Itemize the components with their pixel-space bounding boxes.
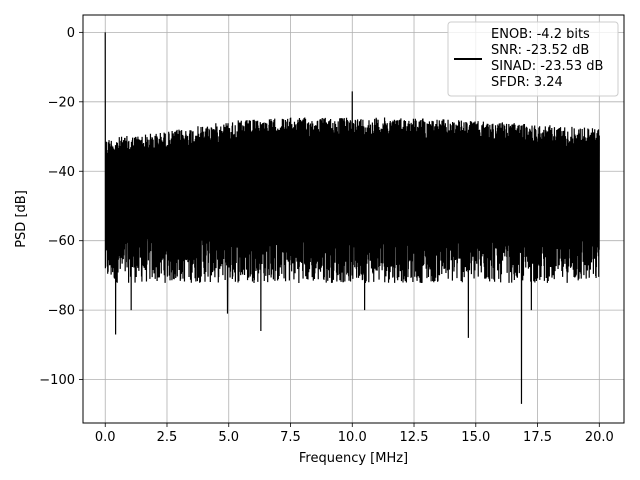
x-tick-label: 0.0 — [95, 430, 116, 445]
plot-area — [104, 32, 600, 404]
x-tick-label: 7.5 — [280, 430, 301, 445]
x-tick-label: 12.5 — [400, 430, 429, 445]
y-tick-label: −80 — [48, 304, 75, 319]
legend: ENOB: -4.2 bits SNR: -23.52 dB SINAD: -2… — [447, 21, 619, 97]
psd-series-line — [104, 32, 600, 404]
x-tick-label: 2.5 — [157, 430, 178, 445]
legend-snr: SNR: -23.52 dB — [491, 43, 589, 58]
x-tick-label: 17.5 — [523, 430, 552, 445]
x-axis-label: Frequency [MHz] — [299, 451, 408, 466]
y-tick-label: −100 — [39, 373, 75, 388]
x-tick-label: 20.0 — [585, 430, 614, 445]
ticks: 0.0 2.5 5.0 7.5 10.0 12.5 15.0 17.5 20.0 0 −20 −40 −… — [39, 26, 613, 445]
y-tick-label: 0 — [67, 26, 75, 41]
legend-sinad: SINAD: -23.53 dB — [491, 59, 603, 74]
y-tick-label: −20 — [48, 95, 75, 110]
legend-box — [447, 21, 619, 97]
legend-sfdr: SFDR: 3.24 — [491, 75, 563, 90]
axes-frame — [82, 14, 625, 424]
y-tick-label: −40 — [48, 165, 75, 180]
x-tick-label: 10.0 — [338, 430, 367, 445]
x-tick-label: 15.0 — [461, 430, 490, 445]
legend-enob: ENOB: -4.2 bits — [491, 27, 590, 42]
x-tick-label: 5.0 — [218, 430, 239, 445]
axes — [82, 14, 625, 424]
y-axis-label: PSD [dB] — [14, 190, 29, 248]
y-tick-label: −60 — [48, 234, 75, 249]
